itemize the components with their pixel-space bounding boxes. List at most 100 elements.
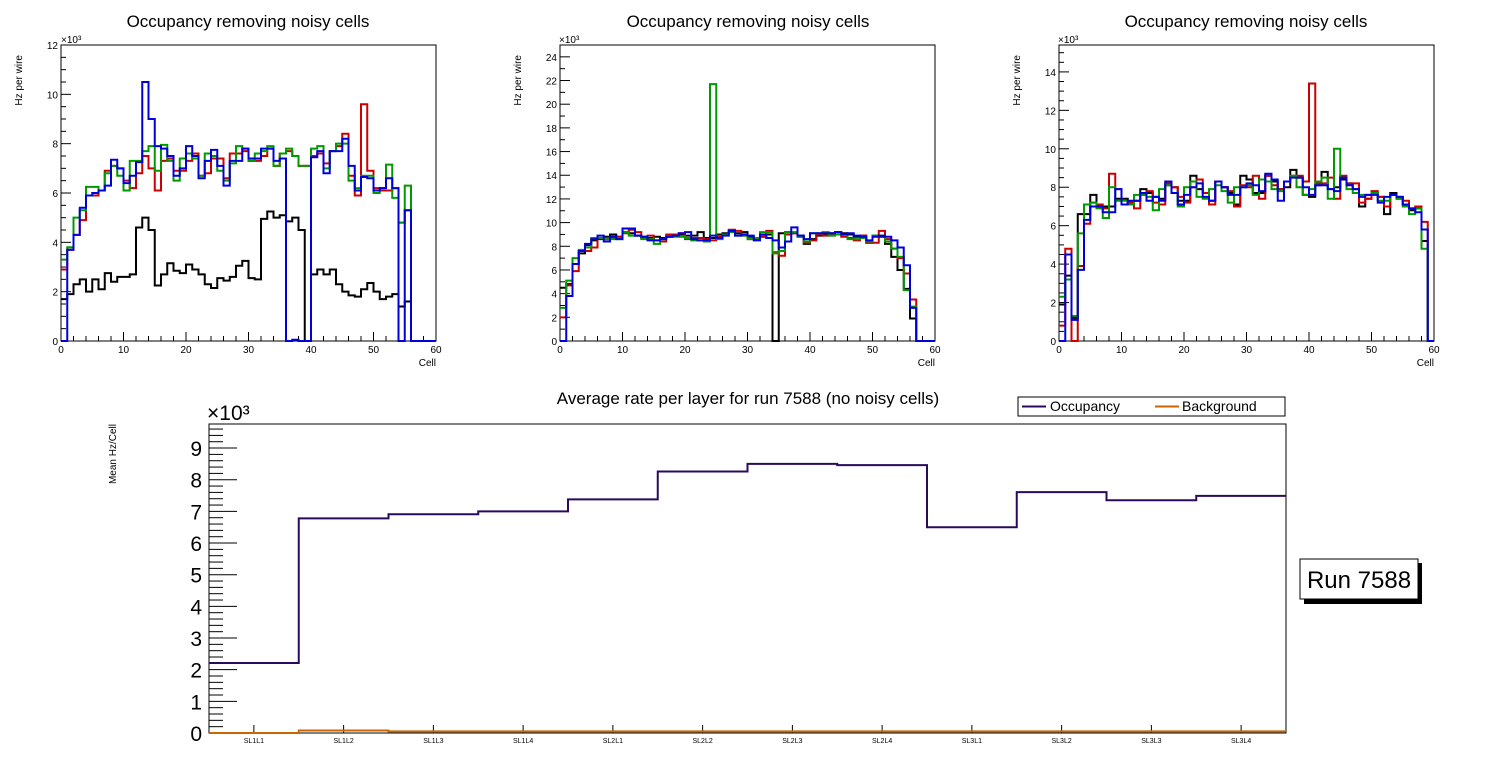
layer-rate-panel: Average rate per layer for run 7588 (no … bbox=[108, 389, 1287, 746]
y-tick-label: 8 bbox=[551, 242, 557, 253]
x-tick-label: 30 bbox=[742, 345, 754, 356]
y-tick-label: 18 bbox=[546, 124, 558, 135]
y-tick-label: 10 bbox=[47, 90, 59, 101]
y-axis-label: Hz per wire bbox=[513, 55, 524, 106]
y-tick-label: 8 bbox=[1050, 183, 1056, 194]
x-tick-label: 60 bbox=[929, 345, 941, 356]
x-tick-label: 10 bbox=[1116, 345, 1128, 356]
y-tick-label: 8 bbox=[190, 470, 202, 493]
y-axis-label: Hz per wire bbox=[1012, 55, 1023, 106]
x-tick-label: 0 bbox=[557, 345, 563, 356]
series-black-line bbox=[560, 229, 935, 342]
series-blue-line bbox=[560, 226, 935, 342]
y-tick-label: 16 bbox=[546, 148, 558, 159]
x-tick-label: SL3L2 bbox=[1052, 738, 1072, 745]
y-tick-label: 12 bbox=[546, 195, 558, 206]
x-tick-label: SL2L1 bbox=[603, 738, 623, 745]
legend-box bbox=[1017, 396, 1286, 417]
y-tick-label: 7 bbox=[190, 501, 202, 524]
y-tick-label: 6 bbox=[52, 189, 58, 200]
y-tick-label: 14 bbox=[546, 171, 558, 182]
y-scale-label: ×10³ bbox=[61, 35, 82, 46]
chart-title: Occupancy removing noisy cells bbox=[127, 12, 370, 31]
x-tick-label: SL1L4 bbox=[513, 738, 533, 745]
x-tick-label: 50 bbox=[1366, 345, 1378, 356]
y-tick-label: 0 bbox=[52, 337, 58, 348]
x-tick-label: 10 bbox=[118, 345, 130, 356]
x-tick-label: 50 bbox=[867, 345, 879, 356]
y-tick-label: 12 bbox=[1045, 106, 1057, 117]
series-green-line bbox=[560, 83, 935, 342]
x-tick-label: 10 bbox=[617, 345, 629, 356]
x-tick-label: SL3L4 bbox=[1231, 738, 1251, 745]
y-tick-label: 20 bbox=[546, 100, 558, 111]
x-tick-label: SL1L3 bbox=[423, 738, 443, 745]
x-tick-label: 20 bbox=[180, 345, 192, 356]
y-axis-label: Mean Hz/Cell bbox=[108, 424, 119, 484]
y-tick-label: 4 bbox=[52, 238, 58, 249]
y-tick-label: 2 bbox=[52, 288, 58, 299]
y-axis-label: Hz per wire bbox=[14, 55, 25, 106]
x-tick-label: 20 bbox=[679, 345, 691, 356]
x-tick-label: 30 bbox=[243, 345, 255, 356]
x-tick-label: SL2L2 bbox=[693, 738, 713, 745]
series-occupancy-line bbox=[209, 462, 1286, 665]
x-tick-label: 0 bbox=[1056, 345, 1062, 356]
x-tick-label: 40 bbox=[804, 345, 816, 356]
y-tick-label: 4 bbox=[1050, 260, 1056, 271]
x-tick-label: 30 bbox=[1241, 345, 1253, 356]
annotation-text: Run 7588 bbox=[1307, 567, 1411, 594]
x-tick-label: SL3L3 bbox=[1141, 738, 1161, 745]
chart-title: Occupancy removing noisy cells bbox=[1125, 12, 1368, 31]
y-scale-label: ×10³ bbox=[207, 402, 250, 425]
x-tick-label: 40 bbox=[305, 345, 317, 356]
x-tick-label: 60 bbox=[430, 345, 442, 356]
y-tick-label: 24 bbox=[546, 53, 558, 64]
legend-label-background: Background bbox=[1182, 398, 1257, 414]
legend: Occupancy Background bbox=[1017, 396, 1286, 417]
legend-label-occupancy: Occupancy bbox=[1050, 398, 1120, 414]
y-tick-label: 6 bbox=[190, 533, 202, 556]
y-tick-label: 22 bbox=[546, 77, 558, 88]
x-tick-label: 0 bbox=[58, 345, 64, 356]
y-tick-label: 1 bbox=[190, 691, 202, 714]
y-tick-label: 9 bbox=[190, 438, 202, 461]
x-axis-label: Cell bbox=[419, 358, 436, 369]
y-tick-label: 0 bbox=[1050, 337, 1056, 348]
y-tick-label: 12 bbox=[47, 41, 59, 52]
series-red-line bbox=[61, 103, 436, 342]
x-tick-label: SL1L1 bbox=[244, 738, 264, 745]
plot-frame bbox=[208, 423, 1287, 734]
y-tick-label: 2 bbox=[1050, 299, 1056, 310]
x-tick-label: SL3L1 bbox=[962, 738, 982, 745]
y-scale-label: ×10³ bbox=[1058, 35, 1079, 46]
plot-frame bbox=[559, 44, 936, 342]
chart-title: Average rate per layer for run 7588 (no … bbox=[557, 389, 939, 408]
y-tick-label: 0 bbox=[551, 337, 557, 348]
x-tick-label: 60 bbox=[1428, 345, 1440, 356]
run-annotation: Run 7588 bbox=[1299, 558, 1422, 604]
y-tick-label: 4 bbox=[190, 596, 202, 619]
series-blue-line bbox=[1059, 172, 1434, 342]
chart-title: Occupancy removing noisy cells bbox=[627, 12, 870, 31]
y-tick-label: 5 bbox=[190, 565, 202, 588]
annotation-box bbox=[1299, 558, 1419, 600]
x-axis-label: Cell bbox=[1417, 358, 1434, 369]
x-tick-label: SL2L4 bbox=[872, 738, 892, 745]
y-tick-label: 0 bbox=[190, 723, 202, 746]
y-tick-label: 6 bbox=[1050, 222, 1056, 233]
series-black-line bbox=[61, 210, 436, 342]
y-tick-label: 2 bbox=[551, 313, 557, 324]
x-tick-label: 20 bbox=[1178, 345, 1190, 356]
y-tick-label: 14 bbox=[1045, 68, 1057, 79]
x-tick-label: 40 bbox=[1303, 345, 1315, 356]
y-tick-label: 2 bbox=[190, 660, 202, 683]
series-background-line bbox=[209, 729, 1286, 734]
y-tick-label: 10 bbox=[546, 219, 558, 230]
y-tick-label: 4 bbox=[551, 290, 557, 301]
y-tick-label: 6 bbox=[551, 266, 557, 277]
